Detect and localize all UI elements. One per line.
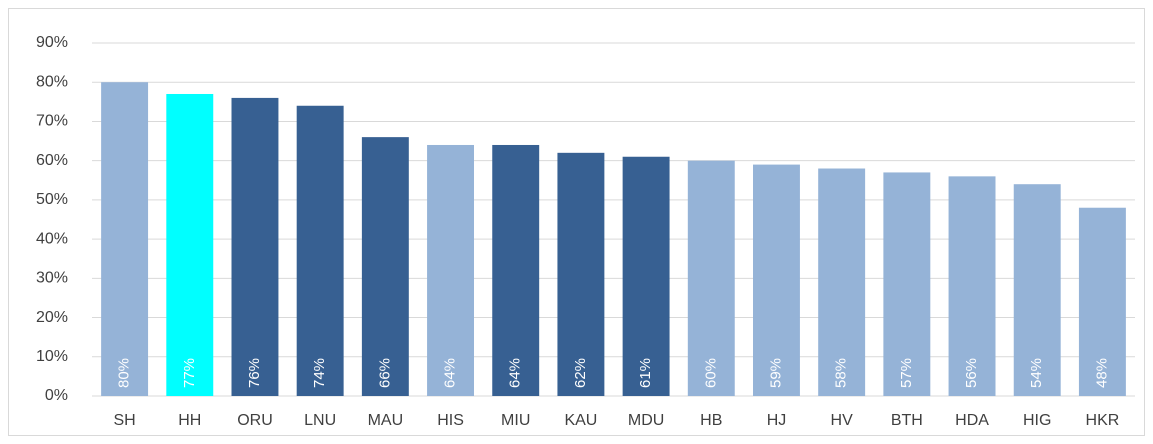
bar [361, 137, 409, 396]
data-label: 64% [442, 358, 459, 388]
x-tick-label: LNU [304, 412, 336, 429]
x-tick-label: ORU [237, 412, 273, 429]
x-tick-label: MAU [368, 412, 404, 429]
data-label: 58% [833, 358, 850, 388]
x-tick-label: HV [831, 412, 854, 429]
data-label: 74% [311, 358, 328, 388]
data-label: 77% [181, 358, 198, 388]
x-tick-label: HIS [437, 412, 464, 429]
y-tick-label: 80% [36, 73, 68, 90]
y-tick-label: 40% [36, 230, 68, 247]
data-label: 61% [637, 358, 654, 388]
data-label: 64% [507, 358, 524, 388]
data-label: 48% [1093, 358, 1110, 388]
data-label: 80% [116, 358, 133, 388]
data-label: 60% [702, 358, 719, 388]
y-tick-label: 20% [36, 309, 68, 326]
bar [622, 156, 670, 396]
bar [818, 168, 866, 396]
x-tick-label: HIG [1023, 412, 1051, 429]
y-tick-label: 0% [45, 387, 68, 404]
bar [427, 144, 474, 396]
x-tick-label: SH [113, 412, 135, 429]
x-tick-label: MDU [628, 412, 664, 429]
bar [948, 176, 996, 396]
x-tick-label: HB [700, 412, 722, 429]
bar [753, 164, 800, 396]
x-tick-label: HJ [767, 412, 787, 429]
data-label: 76% [246, 358, 263, 388]
bar [687, 160, 735, 396]
data-label: 54% [1028, 358, 1045, 388]
bar [166, 93, 214, 396]
bar [101, 82, 149, 396]
bar [1078, 207, 1126, 396]
y-tick-label: 50% [36, 191, 68, 208]
y-tick-label: 70% [36, 113, 68, 130]
bar [231, 97, 279, 397]
x-tick-label: HDA [955, 412, 989, 429]
x-tick-label: KAU [564, 412, 597, 429]
bar [492, 144, 540, 396]
data-label: 66% [376, 358, 393, 388]
y-tick-label: 90% [36, 34, 68, 51]
bar [1013, 184, 1061, 396]
y-tick-label: 60% [36, 152, 68, 169]
x-tick-label: HH [178, 412, 201, 429]
y-tick-label: 30% [36, 270, 68, 287]
x-tick-label: BTH [891, 412, 923, 429]
bar [557, 152, 605, 396]
data-label: 57% [898, 358, 915, 388]
bar [883, 172, 931, 396]
y-tick-label: 10% [36, 348, 68, 365]
data-label: 62% [572, 358, 589, 388]
x-tick-label: HKR [1086, 412, 1120, 429]
data-label: 59% [767, 358, 784, 388]
data-label: 56% [963, 358, 980, 388]
x-tick-label: MIU [501, 412, 530, 429]
bar [296, 105, 344, 396]
